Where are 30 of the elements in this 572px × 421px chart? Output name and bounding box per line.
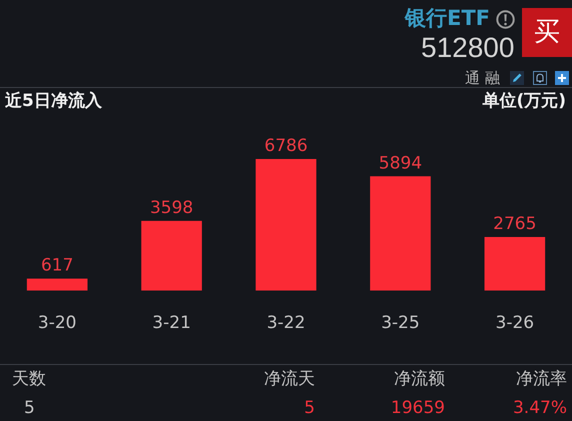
text: 净流天 bbox=[264, 369, 315, 389]
data-label: 5894 bbox=[378, 153, 422, 174]
text: 净流额 bbox=[394, 369, 445, 389]
text: 买 bbox=[533, 17, 561, 47]
chart-title: 近5日净流入 bbox=[5, 91, 102, 111]
bar bbox=[484, 236, 546, 291]
bar bbox=[141, 220, 202, 291]
x-tick-label: 3-22 bbox=[266, 313, 306, 334]
data-label: 617 bbox=[40, 256, 74, 276]
x-tick-label: 3-26 bbox=[496, 313, 534, 334]
text: 19659 bbox=[390, 398, 445, 418]
data-label: 2765 bbox=[493, 214, 536, 234]
x-tick-label: 3-25 bbox=[381, 313, 420, 334]
bar bbox=[256, 159, 316, 291]
text: 5 bbox=[24, 398, 35, 418]
data-label: 3598 bbox=[150, 198, 194, 218]
text: 天数 bbox=[12, 369, 46, 389]
x-tick-label: 3-21 bbox=[152, 313, 191, 334]
y-axis-title: 单位(万元) bbox=[482, 91, 566, 111]
text: 512800 bbox=[421, 32, 514, 63]
bar bbox=[26, 278, 88, 291]
text: 银行ETF bbox=[405, 6, 490, 30]
data-label: 6786 bbox=[264, 136, 308, 156]
text: 净流率 bbox=[516, 369, 567, 389]
bar bbox=[370, 176, 431, 291]
text: 5 bbox=[304, 398, 315, 418]
x-tick-label: 3-20 bbox=[38, 313, 76, 334]
text: 融 bbox=[485, 69, 500, 87]
text: 通 bbox=[465, 69, 480, 87]
text: 3.47% bbox=[512, 398, 567, 418]
